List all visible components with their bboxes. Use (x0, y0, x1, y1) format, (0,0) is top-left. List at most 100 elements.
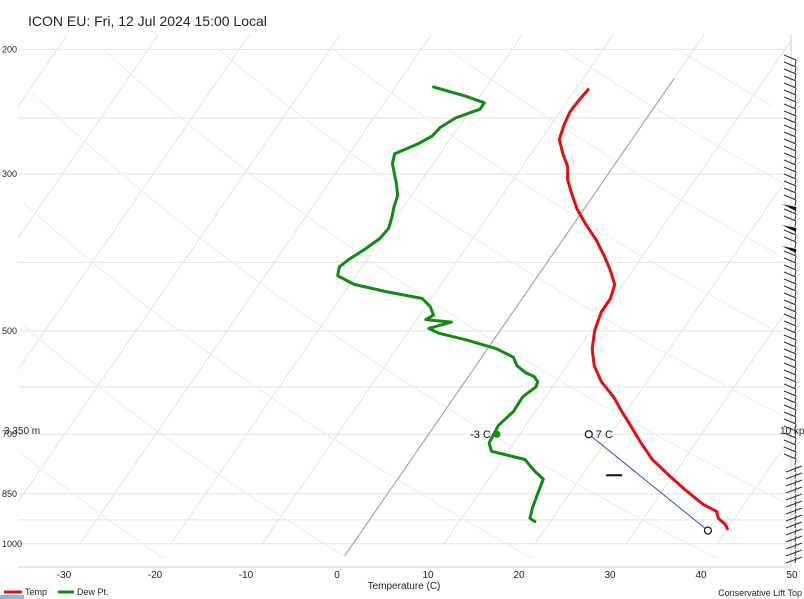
temperature-line (557, 88, 729, 531)
dry-adiabat (103, 49, 790, 505)
wind-barb (782, 204, 797, 214)
dry-adiabat (218, 49, 784, 417)
series-lines (336, 85, 729, 531)
chart-title: ICON EU: Fri, 12 Jul 2024 15:00 Local (28, 13, 267, 29)
wind-barb (783, 299, 797, 312)
legend-blue-tab (0, 595, 24, 599)
isotherm-line (261, 34, 614, 545)
wind-barb (783, 208, 797, 221)
x-tick-label: 10 (422, 570, 434, 581)
annotations: -3 C 7 C (470, 429, 713, 535)
wind-barb (783, 369, 797, 382)
wind-barb (785, 528, 803, 536)
wind-barb (783, 404, 797, 417)
wind-barb (783, 390, 797, 403)
wind-barb (783, 215, 797, 228)
wind-barb (783, 138, 797, 151)
wind-barb (785, 507, 803, 515)
temp-marker (584, 430, 593, 439)
dry-adiabat (333, 49, 788, 338)
wind-barb (783, 131, 797, 144)
isotherm-line (534, 172, 792, 545)
y-tick-label: 700 (2, 429, 17, 439)
wind-barb (783, 453, 797, 466)
temp-annotation: 7 C (596, 429, 613, 441)
grid-lines (17, 34, 792, 568)
dewpoint-annotation: -3 C (470, 429, 491, 441)
wind-barb (783, 257, 797, 270)
x-tick-label: -30 (57, 570, 72, 581)
wind-barb (783, 271, 797, 284)
axis-ticks: -30 -20 -10 0 10 20 30 40 50 200 300 500 700 850 1000 (2, 44, 798, 581)
wind-barb (785, 542, 803, 550)
legend: Temp Dew Pt. (0, 587, 109, 599)
wind-barb (783, 173, 797, 186)
wind-barb (783, 355, 797, 368)
reference-lines (344, 78, 709, 557)
wind-barb (783, 124, 797, 137)
wind-barb (783, 383, 797, 396)
x-tick-label: 20 (513, 570, 525, 581)
isotherm-line (170, 34, 523, 545)
zero-isotherm-line (344, 78, 675, 557)
dry-adiabat (31, 91, 718, 560)
wind-barb (783, 96, 797, 109)
dry-adiabat (447, 48, 779, 255)
x-tick-label: 0 (334, 570, 340, 581)
dry-adiabat (18, 450, 165, 560)
wind-barb (783, 180, 797, 193)
wind-barb (783, 194, 797, 207)
wind-barb (783, 152, 797, 165)
wind-barb (783, 327, 797, 340)
x-tick-label: -10 (239, 570, 254, 581)
wind-barb (783, 418, 797, 431)
y-tick-label: 300 (2, 169, 17, 179)
x-tick-label: 40 (695, 570, 707, 581)
wind-barb (783, 313, 797, 326)
wind-barb (783, 236, 797, 249)
wind-barb (785, 549, 803, 557)
wind-barb (785, 535, 803, 543)
right-wind-label: 10 kp (780, 426, 804, 437)
isotherm-line (79, 34, 432, 545)
left-height-label: 3,350 m (4, 426, 40, 437)
wind-barb (783, 446, 797, 459)
wind-barb (783, 110, 797, 123)
isotherm-line (17, 34, 341, 503)
wind-barb (782, 225, 797, 235)
wind-barb (783, 264, 797, 277)
wind-barb (783, 334, 797, 347)
isotherm-line (17, 34, 68, 107)
wind-barb (785, 500, 803, 508)
y-tick-label: 1000 (2, 539, 22, 549)
wind-barb (783, 145, 797, 158)
wind-barb (783, 411, 797, 424)
wind-barb (785, 556, 803, 564)
isotherm-line (716, 436, 792, 545)
x-axis-label: Temperature (C) (368, 581, 441, 592)
isotherm-line (443, 40, 792, 545)
wind-barb (783, 250, 797, 263)
x-tick-label: 30 (604, 570, 616, 581)
wind-barb (783, 82, 797, 95)
wind-barb (785, 521, 803, 529)
wind-barb (783, 362, 797, 375)
wind-barb (783, 397, 797, 410)
dewpoint-line (336, 85, 545, 523)
wind-barb (783, 117, 797, 130)
wind-barb (783, 103, 797, 116)
wind-barb (783, 278, 797, 291)
dry-adiabat (23, 202, 534, 560)
wind-barb (783, 320, 797, 333)
wind-barb (783, 75, 797, 88)
wind-barb (783, 376, 797, 389)
wind-barb (783, 68, 797, 81)
y-tick-label: 200 (2, 44, 17, 54)
wind-barb (783, 89, 797, 102)
wind-barb (783, 159, 797, 172)
legend-label-dewpt: Dew Pt. (77, 587, 109, 597)
y-tick-label: 850 (2, 489, 17, 499)
isotherm-line (17, 34, 250, 371)
wind-barb (785, 514, 803, 522)
